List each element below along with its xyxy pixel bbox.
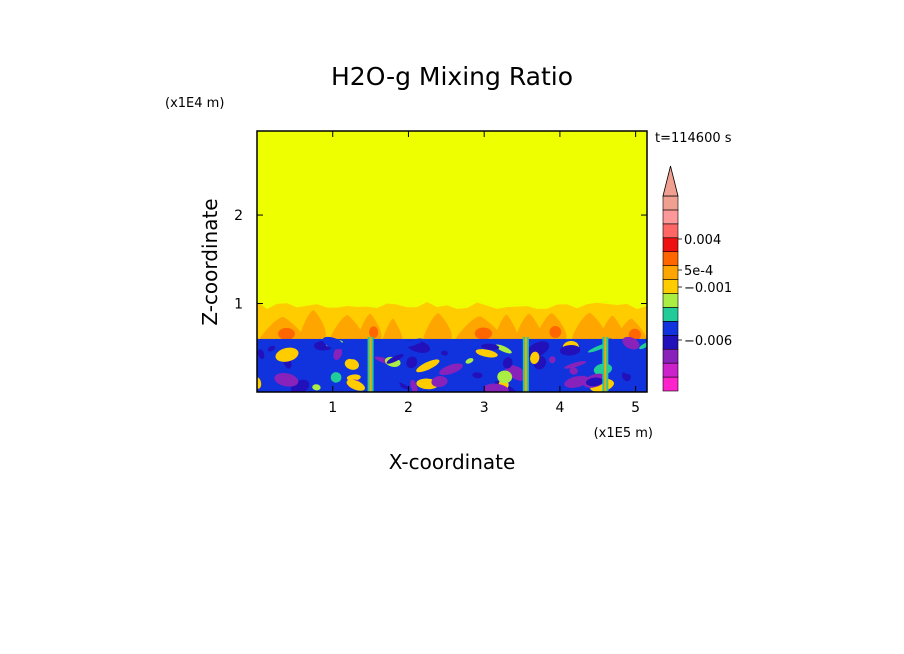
turbulence-blob: [386, 353, 404, 364]
turbulence-blob: [346, 374, 361, 381]
colorbar-swatch: [662, 223, 679, 239]
turbulence-blob: [330, 372, 342, 383]
x-tick-label: 2: [404, 400, 413, 416]
turbulence-blob: [400, 338, 424, 348]
turbulence-blob: [590, 350, 605, 360]
colorbar-swatch: [662, 307, 679, 322]
colorbar-swatch: [662, 237, 679, 253]
turbulence-blob: [618, 362, 641, 375]
turbulence-blob: [564, 361, 587, 369]
plume: [382, 318, 403, 339]
colorbar-swatch: [662, 251, 679, 266]
turbulence-blob: [505, 365, 528, 381]
colorbar-swatch: [662, 265, 679, 280]
turbulence-blob: [322, 336, 344, 350]
turbulence-blob: [416, 359, 440, 373]
colorbar-swatch: [662, 195, 679, 211]
turbulence-blob: [274, 373, 299, 387]
contour-plot-area: [257, 131, 647, 392]
turbulence-blob: [622, 336, 640, 350]
plume-column-core: [604, 336, 607, 392]
turbulence-blob: [257, 349, 265, 360]
colorbar-swatch: [662, 293, 679, 308]
turbulence-blob: [549, 356, 556, 364]
x-scale-label: (x1E5 m): [594, 426, 653, 441]
time-label: t=114600 s: [655, 131, 732, 146]
plume-core: [369, 326, 379, 339]
turbulence-blob: [333, 347, 343, 360]
turbulence-blob: [465, 358, 474, 364]
colorbar-label: 5e-4: [684, 264, 713, 279]
turbulence-blob: [472, 372, 483, 379]
plot-frame: [256, 130, 648, 393]
turbulence-blob: [346, 379, 366, 391]
turbulence-blob: [275, 347, 299, 362]
colorbar-swatch: [662, 376, 679, 392]
y-scale-label: (x1E4 m): [165, 96, 224, 111]
turbulence-blob: [312, 384, 321, 391]
plume-core: [474, 327, 493, 340]
plume: [299, 310, 326, 339]
turbulence-blob: [267, 345, 276, 352]
colorbar-label: 0.004: [684, 233, 721, 248]
y-axis-label: Z-coordinate: [198, 198, 222, 325]
x-tick-label: 5: [631, 400, 640, 416]
plume: [599, 315, 625, 339]
x-axis-label: X-coordinate: [389, 450, 516, 474]
y-tick-label: 2: [234, 208, 243, 224]
plume: [494, 314, 518, 339]
x-tick-label: 4: [555, 400, 564, 416]
plume: [571, 312, 606, 339]
chart-title: H2O-g Mixing Ratio: [331, 62, 573, 91]
colorbar-swatch: [662, 362, 679, 378]
turbulence-blob: [639, 342, 647, 350]
colorbar-swatch: [662, 279, 679, 294]
plume: [515, 313, 542, 339]
turbulence-blob: [439, 363, 463, 376]
turbulence-blob: [344, 358, 359, 370]
colorbar-arrow: [662, 165, 679, 197]
plume-column-core: [524, 336, 527, 392]
colorbar-label: −0.006: [684, 334, 732, 349]
plume: [329, 315, 364, 339]
plume: [423, 313, 452, 339]
y-axis: 12: [234, 208, 647, 313]
colorbar-swatch: [662, 334, 679, 350]
x-tick-label: 3: [480, 400, 489, 416]
turbulence-blob: [502, 357, 513, 369]
turbulence-blob: [441, 350, 448, 356]
turbulence-blob: [564, 375, 590, 388]
turbulence-blob: [345, 346, 364, 360]
turbulence-blob: [495, 344, 512, 354]
y-tick-label: 1: [234, 297, 243, 313]
turbulence-blob: [431, 376, 448, 388]
turbulence-blob: [569, 367, 578, 375]
turbulence-blob: [406, 356, 418, 369]
turbulence-blob: [410, 379, 418, 392]
turbulence-blob: [530, 351, 540, 365]
colorbar-label: −0.001: [684, 281, 732, 296]
colorbar-swatch: [662, 321, 679, 336]
plume-column-core: [369, 336, 372, 392]
turbulence-blob: [497, 370, 513, 384]
turbulence-blob: [559, 345, 581, 356]
plume-core: [278, 327, 295, 340]
turbulence-blob: [585, 377, 604, 387]
colorbar: 0.004 5e-4 −0.001 −0.006: [662, 165, 732, 392]
x-tick-label: 1: [328, 400, 337, 416]
turbulence-blob: [483, 383, 509, 392]
colorbar-swatch: [662, 348, 679, 364]
turbulence-blob: [480, 343, 500, 351]
colorbar-swatch: [662, 209, 679, 225]
turbulence-blob: [380, 378, 401, 392]
x-axis: 1 2 3 4 5: [328, 131, 640, 416]
turbulence-blob: [475, 349, 498, 358]
plume-core: [549, 326, 562, 339]
